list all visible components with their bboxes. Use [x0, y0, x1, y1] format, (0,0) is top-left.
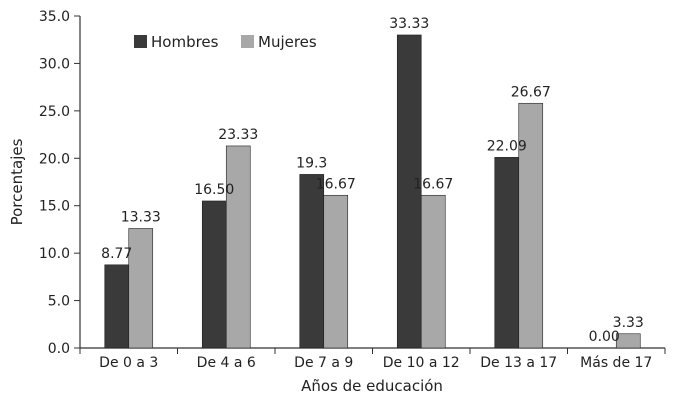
bar-hombres [396, 34, 422, 349]
x-category-label: De 10 a 12 [383, 355, 460, 371]
data-label-hombres: 22.09 [487, 138, 527, 154]
data-label-mujeres: 23.33 [218, 127, 258, 143]
data-labels-group: 8.77 16.50 19.3 33.33 22.09 0.00 13.33 23.33 16.… [101, 16, 644, 345]
bar-mujeres [518, 102, 544, 349]
legend-label-hombres: Hombres [151, 33, 219, 51]
x-category-label: De 13 a 17 [480, 355, 557, 371]
legend-label-mujeres: Mujeres [258, 33, 317, 51]
bar-hombres [494, 157, 520, 349]
legend-swatch-mujeres [241, 35, 254, 48]
bars-group [104, 34, 641, 349]
x-ticks-group: De 0 a 3 De 4 a 6 De 7 a 9 De 10 a 12 De 13 … [79, 348, 666, 371]
bar-mujeres [225, 145, 251, 349]
x-category-label: De 4 a 6 [197, 355, 256, 371]
data-label-mujeres: 16.67 [413, 176, 453, 192]
y-tick-label: 10.0 [39, 246, 70, 262]
bar-mujeres [323, 194, 349, 349]
y-tick-label: 30.0 [39, 56, 70, 72]
y-tick-label: 35.0 [39, 9, 70, 25]
y-tick-label: 0.0 [48, 341, 70, 357]
y-ticks-group: 0.0 5.0 10.0 15.0 20.0 25.0 30.0 35.0 [39, 9, 80, 357]
y-tick-label: 25.0 [39, 104, 70, 120]
bar-hombres [104, 264, 130, 349]
data-label-mujeres: 16.67 [316, 176, 356, 192]
bar-mujeres [615, 333, 641, 349]
y-tick-label: 20.0 [39, 151, 70, 167]
y-tick-label: 5.0 [48, 294, 70, 310]
x-category-label: Más de 17 [580, 355, 652, 371]
x-category-label: De 7 a 9 [294, 355, 353, 371]
bar-mujeres [420, 194, 446, 349]
x-category-label: De 0 a 3 [99, 355, 158, 371]
data-label-hombres: 8.77 [101, 246, 132, 262]
bar-mujeres [128, 228, 154, 349]
y-axis-title: Porcentajes [8, 138, 26, 225]
x-axis-title: Años de educación [301, 377, 443, 395]
data-label-mujeres: 3.33 [613, 315, 644, 331]
y-tick-label: 15.0 [39, 199, 70, 215]
bar-hombres [299, 174, 325, 349]
data-label-hombres: 33.33 [389, 16, 429, 32]
data-label-hombres: 16.50 [194, 182, 234, 198]
data-label-mujeres: 26.67 [511, 84, 551, 100]
data-label-mujeres: 13.33 [121, 209, 161, 225]
bar-hombres [201, 200, 227, 349]
data-label-hombres: 0.00 [589, 329, 620, 345]
axes-group [79, 16, 665, 349]
data-label-hombres: 19.3 [296, 155, 327, 171]
legend: Hombres Mujeres [134, 33, 317, 51]
legend-swatch-hombres [134, 35, 147, 48]
